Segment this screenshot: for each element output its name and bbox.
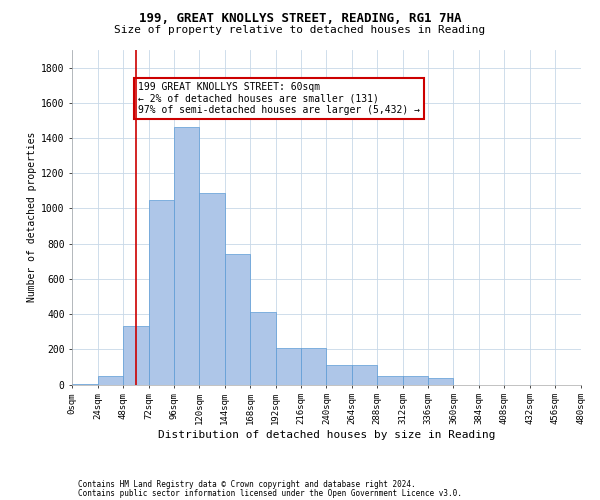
Bar bbox=[403, 376, 428, 384]
Bar bbox=[275, 348, 301, 385]
Bar bbox=[174, 128, 199, 384]
Text: 199, GREAT KNOLLYS STREET, READING, RG1 7HA: 199, GREAT KNOLLYS STREET, READING, RG1 … bbox=[139, 12, 461, 26]
Text: Contains HM Land Registry data © Crown copyright and database right 2024.: Contains HM Land Registry data © Crown c… bbox=[78, 480, 416, 489]
Bar bbox=[326, 365, 352, 384]
Bar bbox=[199, 192, 225, 384]
X-axis label: Distribution of detached houses by size in Reading: Distribution of detached houses by size … bbox=[158, 430, 495, 440]
Bar bbox=[352, 365, 377, 384]
Bar bbox=[250, 312, 275, 384]
Bar bbox=[98, 376, 123, 384]
Text: 199 GREAT KNOLLYS STREET: 60sqm
← 2% of detached houses are smaller (131)
97% of: 199 GREAT KNOLLYS STREET: 60sqm ← 2% of … bbox=[138, 82, 420, 115]
Bar bbox=[123, 326, 149, 384]
Y-axis label: Number of detached properties: Number of detached properties bbox=[27, 132, 37, 302]
Bar bbox=[428, 378, 454, 384]
Bar bbox=[301, 348, 326, 385]
Bar bbox=[225, 254, 250, 384]
Bar bbox=[149, 200, 174, 384]
Text: Contains public sector information licensed under the Open Government Licence v3: Contains public sector information licen… bbox=[78, 488, 462, 498]
Text: Size of property relative to detached houses in Reading: Size of property relative to detached ho… bbox=[115, 25, 485, 35]
Bar bbox=[377, 376, 403, 384]
